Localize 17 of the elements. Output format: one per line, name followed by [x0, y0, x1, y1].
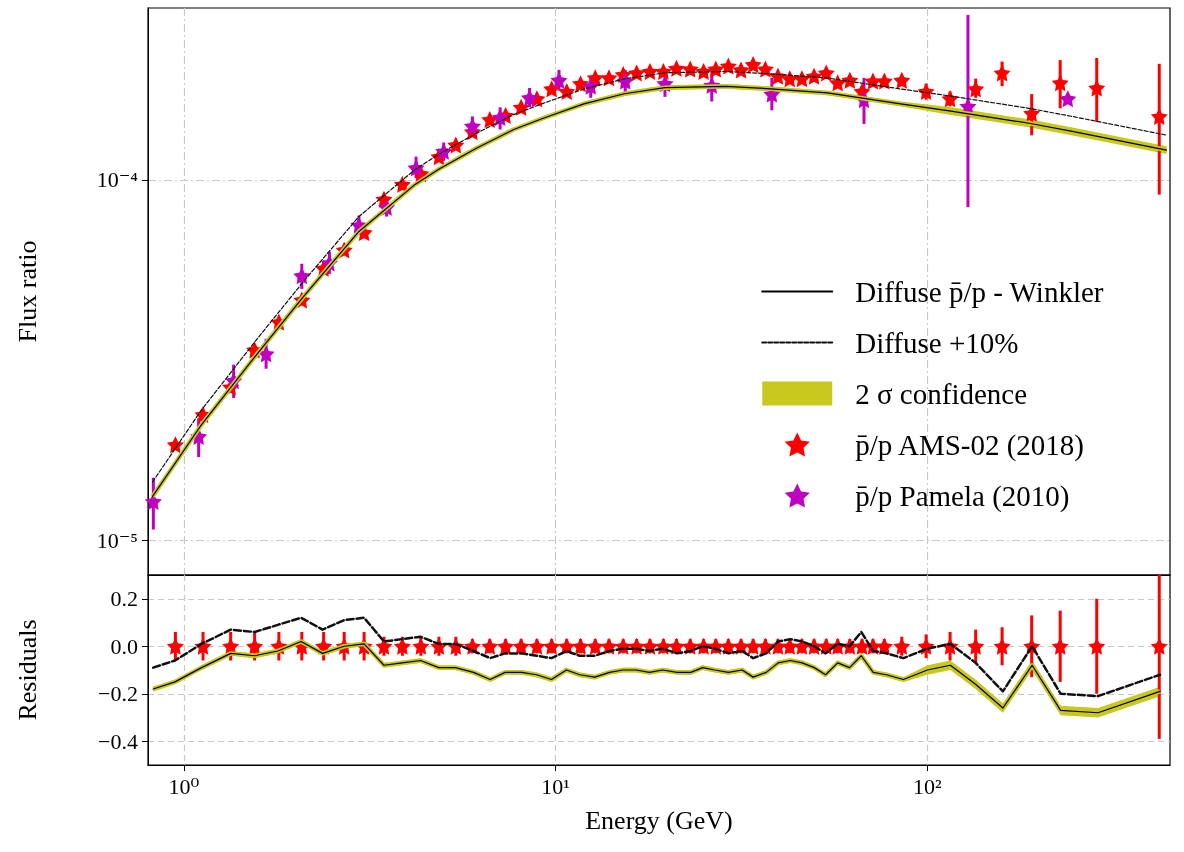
legend-label: p̄/p AMS-02 (2018) [855, 428, 1085, 462]
legend-label: Diffuse +10% [855, 326, 1019, 359]
y-tick-label: −0.4 [98, 728, 138, 754]
y-tick-label: 10⁻⁵ [96, 527, 138, 553]
legend-label: 2 σ confidence [855, 377, 1028, 410]
x-tick-label: 10² [912, 773, 942, 799]
y-axis-title: Flux ratio [12, 240, 42, 343]
legend-label: Diffuse p̄/p - Winkler [855, 275, 1104, 308]
x-axis-title: Energy (GeV) [585, 805, 733, 835]
x-tick-label: 10¹ [541, 773, 570, 799]
y-tick-label: 10⁻⁴ [96, 167, 139, 193]
x-tick-label: 10⁰ [168, 773, 200, 799]
legend-label: p̄/p Pamela (2010) [855, 479, 1070, 513]
y-axis-title: Residuals [12, 619, 42, 721]
y-tick-label: −0.2 [98, 681, 138, 707]
y-tick-label: 0.2 [110, 586, 138, 612]
y-tick-label: 0.0 [110, 633, 138, 659]
